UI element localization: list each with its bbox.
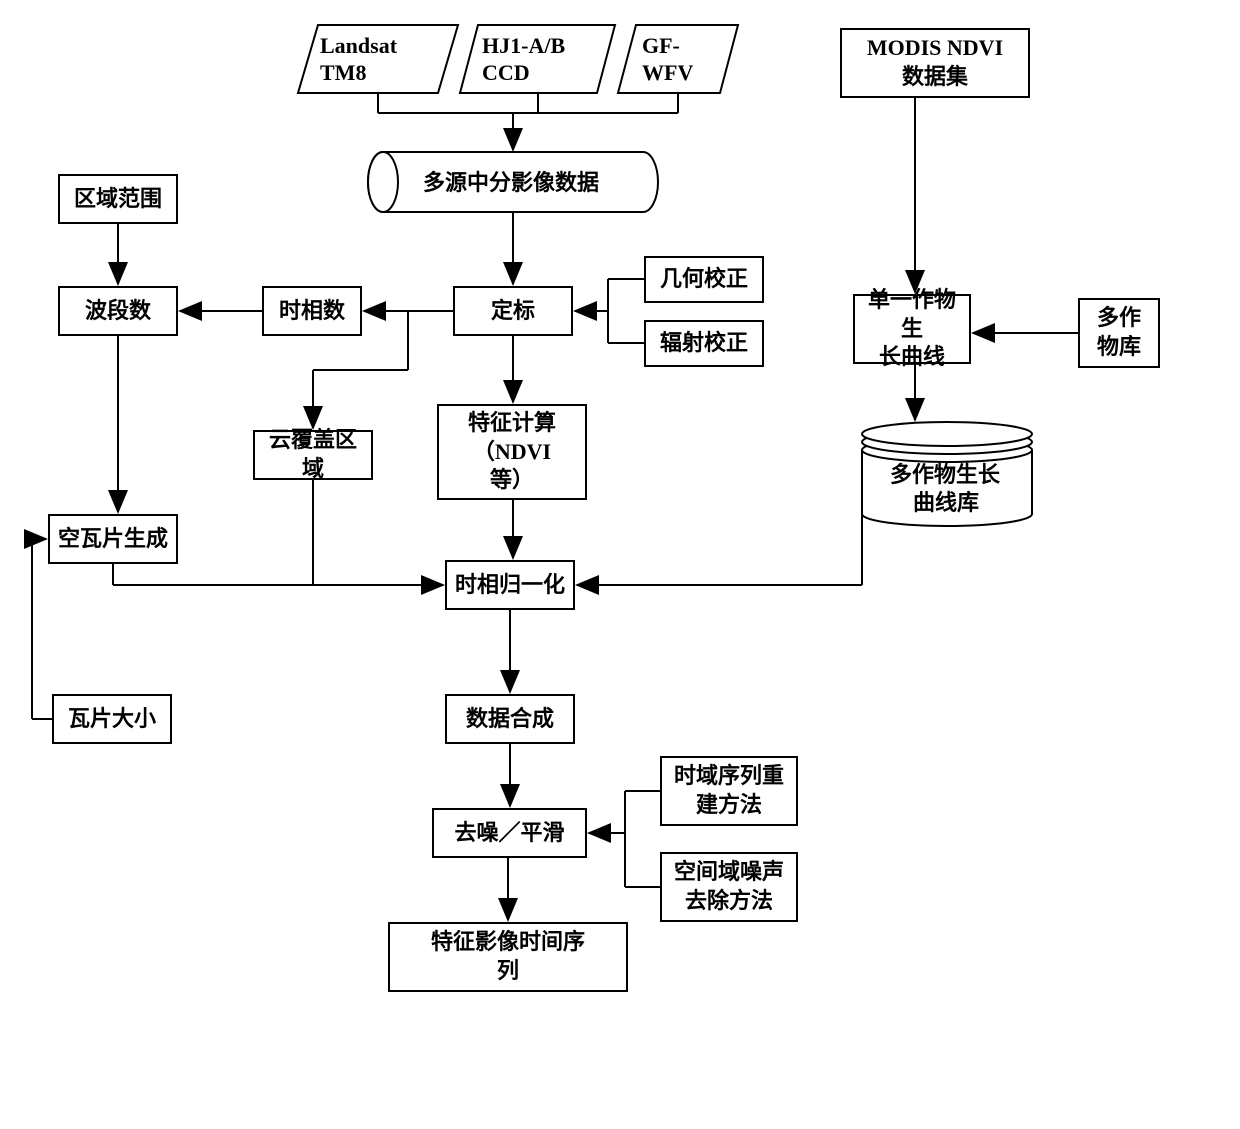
svg-text:多作物生长: 多作物生长 [890, 462, 1001, 487]
node-geom: 几何校正 [644, 256, 764, 303]
node-input1: Landsat TM8 [298, 25, 458, 93]
svg-text:TM8: TM8 [320, 60, 366, 85]
node-input2: HJ1-A/B CCD [460, 25, 615, 93]
node-radiation: 辐射校正 [644, 320, 764, 367]
node-output: 特征影像时间序列 [388, 922, 628, 992]
node-cylinder2: 多作物生长 曲线库 [862, 422, 1032, 526]
node-tilesize: 瓦片大小 [52, 694, 172, 744]
node-normalize: 时相归一化 [445, 560, 575, 610]
svg-text:WFV: WFV [642, 60, 693, 85]
node-spatial: 空间域噪声去除方法 [660, 852, 798, 922]
node-multicrop: 多作物库 [1078, 298, 1160, 368]
svg-text:曲线库: 曲线库 [913, 490, 979, 515]
node-cylinder1: 多源中分影像数据 [368, 152, 658, 212]
node-input3: GF- WFV [618, 25, 738, 93]
node-tilegen: 空瓦片生成 [48, 514, 178, 564]
node-cloud: 云覆盖区域 [253, 430, 373, 480]
node-calib: 定标 [453, 286, 573, 336]
node-synthesis: 数据合成 [445, 694, 575, 744]
node-modis: MODIS NDVI数据集 [840, 28, 1030, 98]
node-temporal: 时相数 [262, 286, 362, 336]
node-singlecrop: 单一作物生长曲线 [853, 294, 971, 364]
svg-text:Landsat: Landsat [320, 33, 398, 58]
node-denoise: 去噪／平滑 [432, 808, 587, 858]
node-region: 区域范围 [58, 174, 178, 224]
node-timerebuild: 时域序列重建方法 [660, 756, 798, 826]
node-bands: 波段数 [58, 286, 178, 336]
svg-text:CCD: CCD [482, 60, 530, 85]
svg-text:GF-: GF- [642, 33, 680, 58]
node-feature: 特征计算（NDVI等） [437, 404, 587, 500]
svg-text:多源中分影像数据: 多源中分影像数据 [423, 170, 599, 195]
svg-text:HJ1-A/B: HJ1-A/B [482, 33, 565, 58]
